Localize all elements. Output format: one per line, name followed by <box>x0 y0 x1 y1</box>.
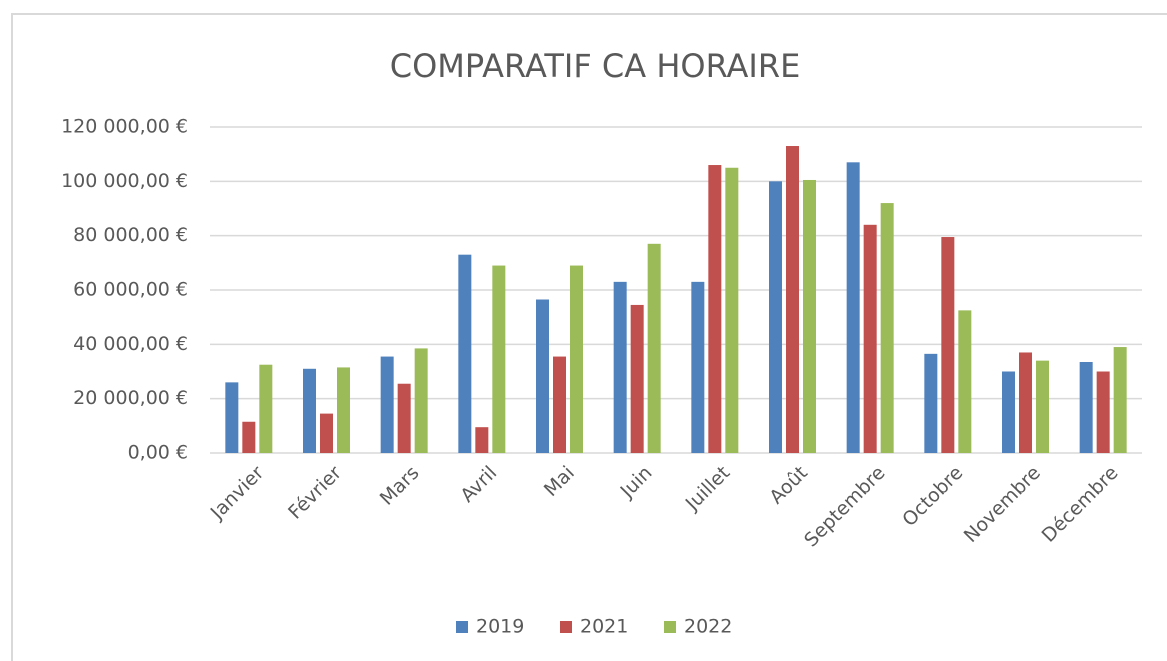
bar <box>259 364 273 453</box>
bar <box>225 382 239 453</box>
bar <box>397 383 411 453</box>
bar <box>380 356 394 453</box>
bar <box>941 237 955 453</box>
bar <box>613 281 627 453</box>
legend-label: 2019 <box>476 616 524 638</box>
legend-label: 2022 <box>684 616 732 638</box>
bar <box>1019 352 1032 453</box>
bar <box>1113 347 1127 453</box>
bar <box>242 421 256 453</box>
y-tick-label: 120 000,00 € <box>61 116 188 138</box>
bar <box>786 146 799 453</box>
y-tick-label: 100 000,00 € <box>61 170 188 192</box>
chart-frame <box>11 13 1167 661</box>
y-tick-label: 40 000,00 € <box>73 333 188 355</box>
y-tick-label: 60 000,00 € <box>73 279 188 301</box>
bar <box>1079 361 1093 453</box>
bar <box>1096 371 1110 453</box>
bar <box>846 162 860 454</box>
legend-label: 2021 <box>580 616 628 638</box>
bar <box>769 181 782 454</box>
y-tick-label: 80 000,00 € <box>73 224 188 246</box>
bar <box>708 165 722 454</box>
legend-swatch <box>560 621 572 633</box>
bar <box>492 265 506 453</box>
bar <box>863 224 877 453</box>
bar <box>803 179 816 453</box>
bar <box>414 348 428 453</box>
bar <box>691 281 705 453</box>
bar <box>958 310 972 453</box>
chart-title: COMPARATIF CA HORAIRE <box>390 47 801 85</box>
bar <box>475 427 489 453</box>
legend-swatch <box>456 621 468 633</box>
y-tick-label: 0,00 € <box>128 442 188 464</box>
bar <box>570 265 583 453</box>
bar <box>880 203 894 453</box>
y-tick-label: 20 000,00 € <box>73 387 188 409</box>
bar <box>320 413 333 453</box>
bar <box>924 353 938 453</box>
bar <box>725 167 739 453</box>
bar <box>647 243 661 453</box>
bar <box>553 356 566 453</box>
legend-swatch <box>664 621 676 633</box>
bar <box>1002 371 1015 453</box>
bar <box>337 367 350 453</box>
bar <box>630 304 644 453</box>
bar <box>303 368 316 453</box>
bar <box>1036 360 1049 453</box>
bar <box>536 299 549 453</box>
bar <box>458 254 472 453</box>
